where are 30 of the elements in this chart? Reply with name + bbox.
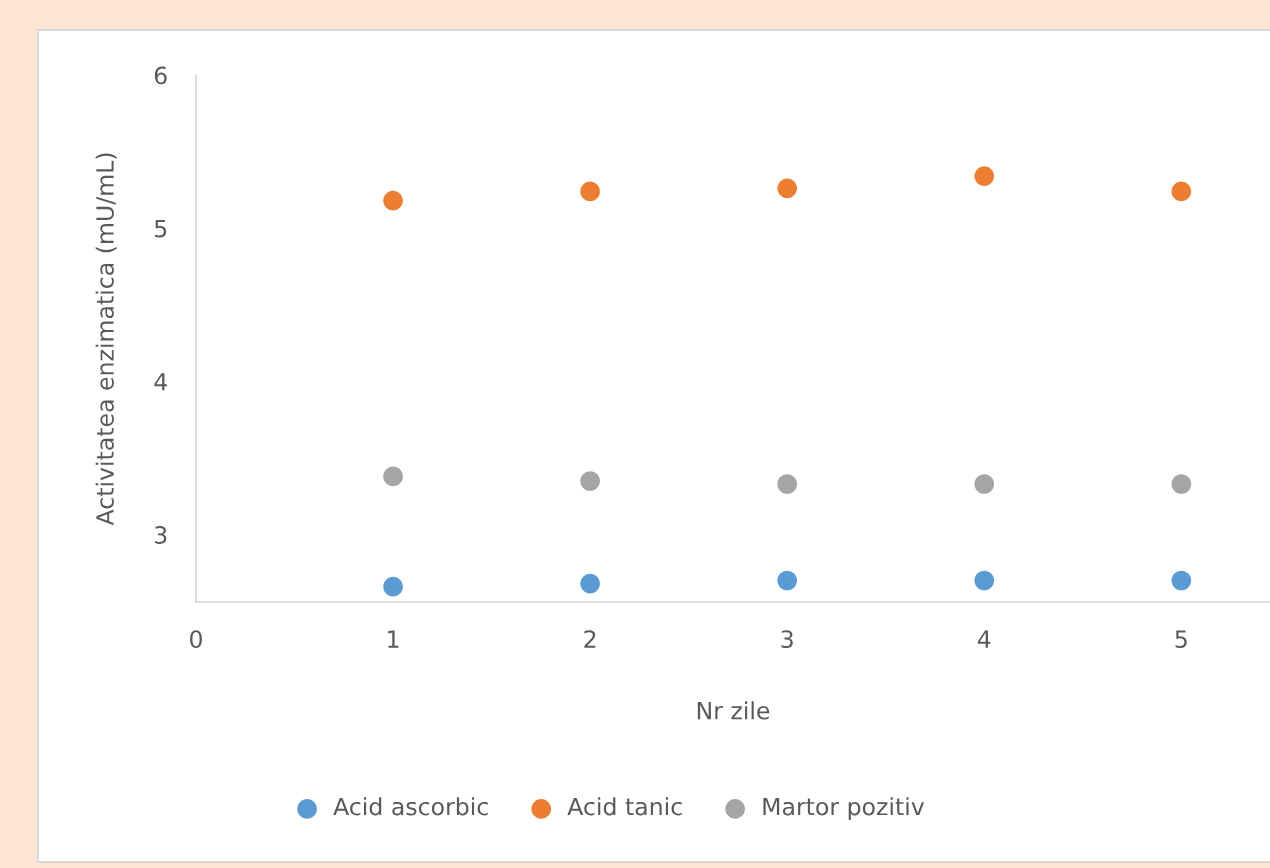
point (1171, 570, 1192, 591)
point (383, 576, 403, 597)
y-tick-label: 6 (154, 66, 167, 85)
point (383, 466, 403, 487)
y-tick-label: 3 (155, 526, 167, 544)
y-tick-label: 4 (154, 373, 167, 391)
point (974, 474, 995, 494)
point (777, 178, 798, 199)
point (777, 570, 798, 591)
point (974, 570, 995, 591)
x-tick-label: 2 (584, 630, 596, 648)
point (777, 474, 798, 494)
x-tick-label: 4 (977, 630, 991, 648)
point (1171, 474, 1192, 494)
y-axis-title: Activitatea enzimatica (mU/mL) (95, 153, 117, 526)
x-tick-label: 0 (190, 630, 202, 649)
legend-label: Martor pozitiv (763, 797, 925, 821)
x-axis-title: Nr zile (697, 701, 770, 720)
point (580, 573, 600, 594)
x-tick-label: 3 (781, 630, 793, 649)
point (1171, 181, 1192, 202)
legend-label: Acid tanic (567, 797, 682, 816)
x-tick-label: 1 (388, 630, 399, 648)
y-tick-label: 5 (155, 219, 167, 238)
x-tick-label: 5 (1175, 630, 1187, 649)
point (974, 166, 995, 186)
point (383, 190, 403, 211)
point (580, 471, 600, 491)
point (580, 181, 600, 202)
legend-label: Acid ascorbic (333, 797, 488, 816)
